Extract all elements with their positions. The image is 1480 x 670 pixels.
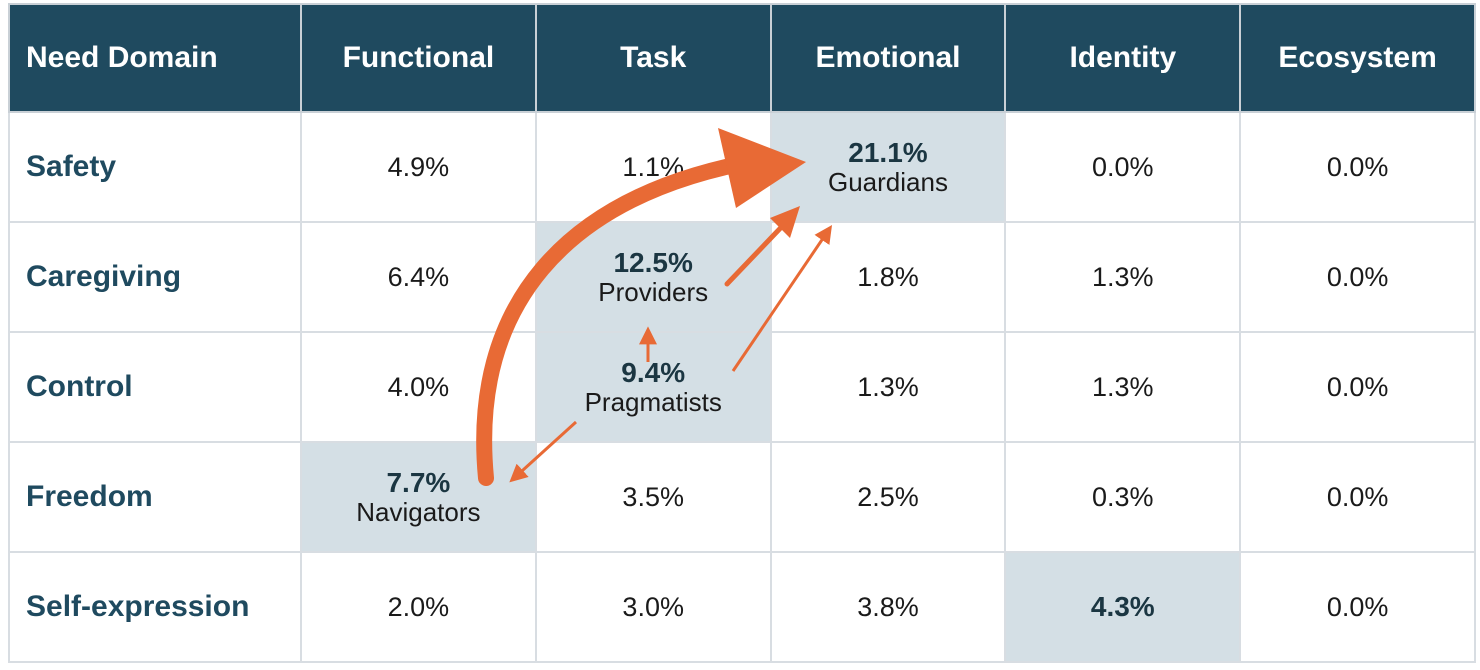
need-domain-table-container: Need Domain Functional Task Emotional Id… — [8, 3, 1476, 663]
cell-control-functional: 4.0% — [300, 331, 537, 443]
cell-value: 0.0% — [1326, 482, 1389, 512]
cell-freedom-functional-highlighted: 7.7% Navigators — [300, 441, 537, 553]
header-row: Need Domain Functional Task Emotional Id… — [8, 3, 1476, 113]
cell-caregiving-task-highlighted: 12.5% Providers — [534, 221, 772, 333]
cell-value: 4.0% — [387, 372, 450, 402]
cell-safety-identity: 0.0% — [1004, 111, 1242, 223]
cell-safety-ecosystem: 0.0% — [1239, 111, 1476, 223]
need-domain-table: Need Domain Functional Task Emotional Id… — [8, 3, 1476, 663]
table-row-safety: Safety 4.9% 1.1% 21.1% Guardians 0.0% 0.… — [8, 111, 1476, 223]
cell-value: 0.3% — [1092, 482, 1154, 512]
cell-safety-task: 1.1% — [534, 111, 772, 223]
cell-value: 3.0% — [622, 592, 684, 622]
row-label-safety: Safety — [8, 111, 302, 223]
column-header-need-domain: Need Domain — [8, 3, 302, 113]
row-label-caregiving: Caregiving — [8, 221, 302, 333]
cell-value-navigators: 7.7% — [386, 467, 451, 498]
segment-label-pragmatists: Pragmatists — [584, 387, 722, 417]
cell-safety-emotional-highlighted: 21.1% Guardians — [769, 111, 1007, 223]
cell-value: 3.8% — [857, 592, 919, 622]
cell-value-providers: 12.5% — [613, 247, 693, 278]
cell-caregiving-ecosystem: 0.0% — [1239, 221, 1476, 333]
table-row-caregiving: Caregiving 6.4% 12.5% Providers 1.8% 1.3… — [8, 221, 1476, 333]
row-label-self-expression: Self-expression — [8, 551, 302, 663]
cell-control-identity: 1.3% — [1004, 331, 1242, 443]
cell-self-expression-emotional: 3.8% — [769, 551, 1007, 663]
cell-caregiving-emotional: 1.8% — [769, 221, 1007, 333]
row-label-freedom: Freedom — [8, 441, 302, 553]
cell-value: 1.3% — [1092, 262, 1154, 292]
cell-value: 1.1% — [622, 152, 684, 182]
cell-value: 1.8% — [857, 262, 919, 292]
cell-self-expression-task: 3.0% — [534, 551, 772, 663]
cell-control-task-highlighted: 9.4% Pragmatists — [534, 331, 772, 443]
cell-value: 0.0% — [1326, 262, 1389, 292]
cell-safety-functional: 4.9% — [300, 111, 537, 223]
table-row-self-expression: Self-expression 2.0% 3.0% 3.8% 4.3% 0.0% — [8, 551, 1476, 663]
cell-value: 0.0% — [1326, 372, 1389, 402]
cell-self-expression-ecosystem: 0.0% — [1239, 551, 1476, 663]
cell-value: 6.4% — [387, 262, 450, 292]
cell-value: 4.9% — [387, 152, 450, 182]
cell-value: 1.3% — [857, 372, 919, 402]
cell-value: 0.0% — [1092, 152, 1154, 182]
cell-control-emotional: 1.3% — [769, 331, 1007, 443]
cell-value: 0.0% — [1326, 152, 1389, 182]
cell-value-identity-highlight: 4.3% — [1090, 591, 1155, 622]
table-row-freedom: Freedom 7.7% Navigators 3.5% 2.5% 0.3% 0… — [8, 441, 1476, 553]
cell-value-guardians: 21.1% — [848, 137, 928, 168]
cell-freedom-identity: 0.3% — [1004, 441, 1242, 553]
cell-freedom-task: 3.5% — [534, 441, 772, 553]
column-header-ecosystem: Ecosystem — [1239, 3, 1476, 113]
cell-freedom-ecosystem: 0.0% — [1239, 441, 1476, 553]
segment-label-providers: Providers — [598, 277, 709, 307]
column-header-identity: Identity — [1004, 3, 1242, 113]
cell-freedom-emotional: 2.5% — [769, 441, 1007, 553]
cell-value: 3.5% — [622, 482, 684, 512]
cell-value: 2.5% — [857, 482, 919, 512]
table-row-control: Control 4.0% 9.4% Pragmatists 1.3% 1.3% … — [8, 331, 1476, 443]
cell-value: 0.0% — [1326, 592, 1389, 622]
segment-label-navigators: Navigators — [356, 497, 481, 527]
cell-value: 2.0% — [387, 592, 450, 622]
cell-caregiving-functional: 6.4% — [300, 221, 537, 333]
cell-value-pragmatists: 9.4% — [621, 357, 686, 388]
cell-control-ecosystem: 0.0% — [1239, 331, 1476, 443]
cell-self-expression-functional: 2.0% — [300, 551, 537, 663]
column-header-emotional: Emotional — [769, 3, 1007, 113]
column-header-functional: Functional — [300, 3, 537, 113]
cell-self-expression-identity-highlighted: 4.3% — [1004, 551, 1242, 663]
cell-caregiving-identity: 1.3% — [1004, 221, 1242, 333]
row-label-control: Control — [8, 331, 302, 443]
column-header-task: Task — [534, 3, 772, 113]
segment-label-guardians: Guardians — [828, 167, 948, 197]
cell-value: 1.3% — [1092, 372, 1154, 402]
